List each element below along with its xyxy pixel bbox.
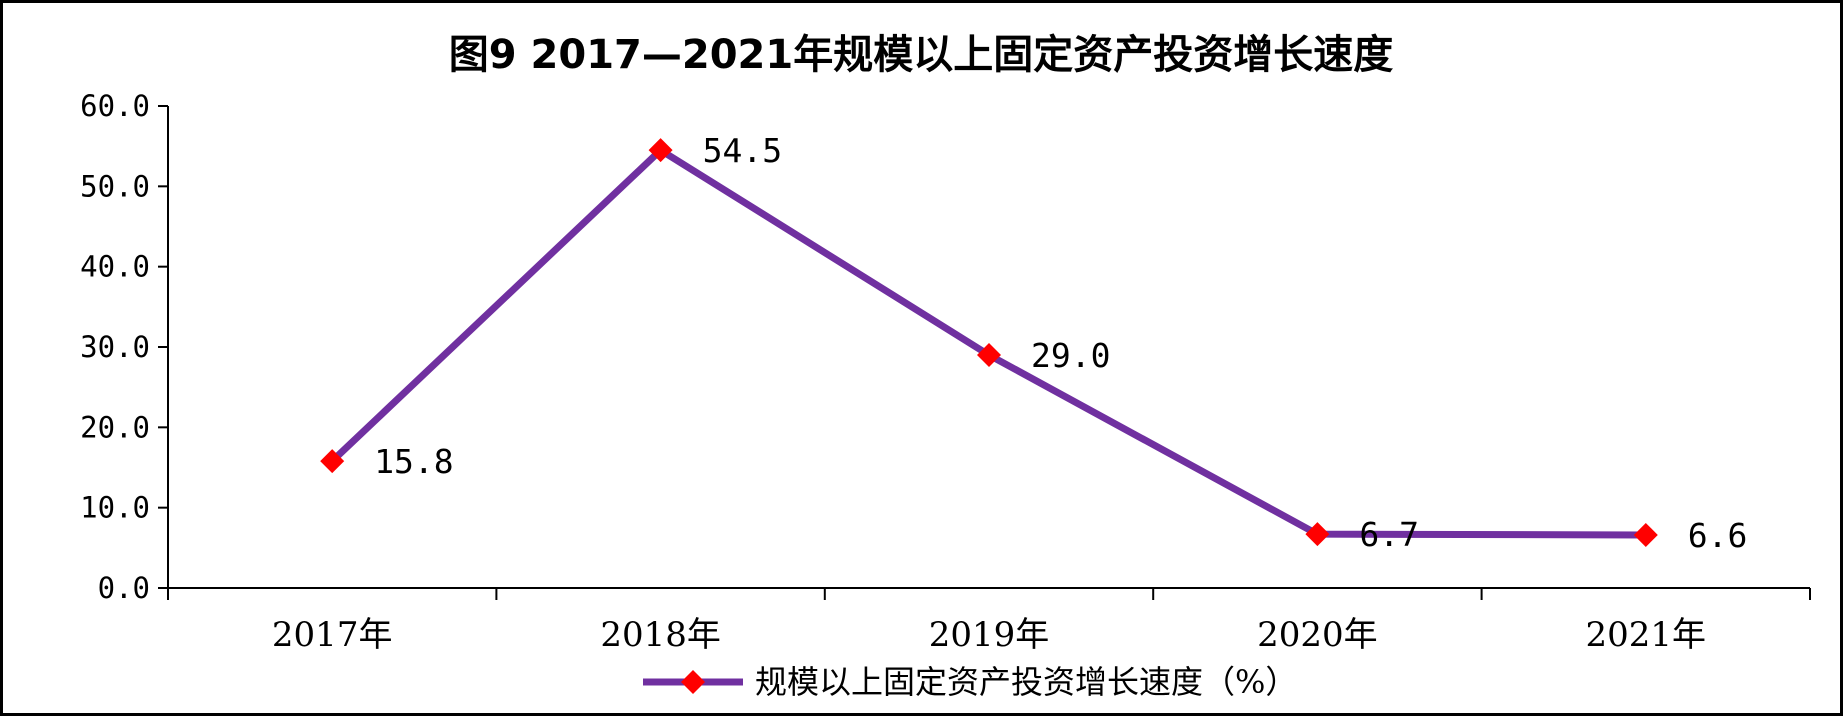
data-point-marker xyxy=(320,449,345,474)
data-point-marker xyxy=(977,343,1001,368)
data-label: 15.8 xyxy=(374,442,453,481)
y-axis: 0.0 10.0 20.0 30.0 40.0 50.0 60.0 xyxy=(80,89,169,605)
data-label: 6.6 xyxy=(1688,516,1748,555)
legend: 规模以上固定资产投资增长速度（%） xyxy=(643,663,1297,701)
x-category-label: 2020年 xyxy=(1257,615,1378,655)
data-label: 29.0 xyxy=(1031,336,1110,375)
y-tick-label: 0.0 xyxy=(98,571,150,605)
y-tick-label: 60.0 xyxy=(80,89,150,123)
line-chart: 图9 2017—2021年规模以上固定资产投资增长速度 0.0 10.0 20.0 3… xyxy=(80,32,1811,701)
data-label: 54.5 xyxy=(703,131,782,170)
x-category-label: 2018年 xyxy=(600,615,721,655)
chart-title: 图9 2017—2021年规模以上固定资产投资增长速度 xyxy=(449,32,1393,78)
x-axis: 2017年 2018年 2019年 2020年 2021年 xyxy=(167,587,1811,655)
x-category-label: 2021年 xyxy=(1586,615,1707,655)
y-tick-label: 30.0 xyxy=(80,330,150,364)
data-point-marker xyxy=(1633,522,1658,547)
legend-marker xyxy=(681,670,705,694)
series-line xyxy=(328,146,1650,539)
legend-label: 规模以上固定资产投资增长速度（%） xyxy=(755,663,1297,701)
y-tick-label: 50.0 xyxy=(80,169,150,203)
data-label: 6.7 xyxy=(1359,515,1419,554)
y-tick-label: 40.0 xyxy=(80,250,150,284)
y-tick-label: 20.0 xyxy=(80,410,150,444)
y-tick-label: 10.0 xyxy=(80,491,150,525)
data-labels: 15.8 54.5 29.0 6.7 6.6 xyxy=(374,131,1747,555)
data-point-marker xyxy=(648,138,673,163)
x-category-label: 2019年 xyxy=(929,615,1050,655)
data-point-marker xyxy=(1305,522,1330,547)
x-category-label: 2017年 xyxy=(272,615,393,655)
series-layer xyxy=(320,138,1658,547)
